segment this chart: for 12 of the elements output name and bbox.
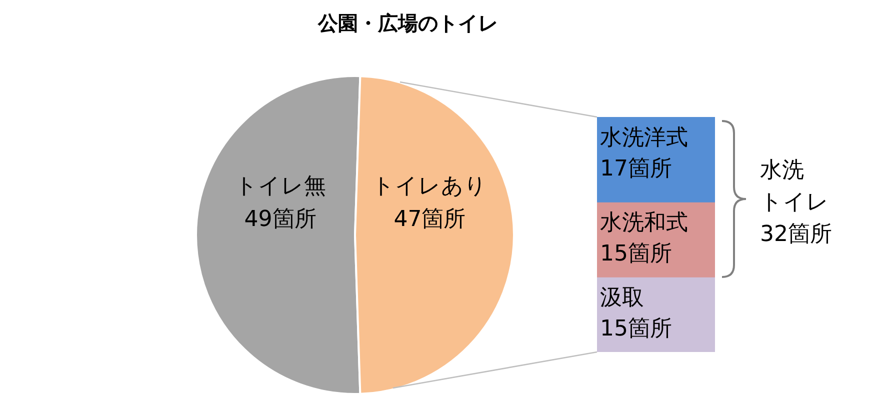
data-label: 15箇所 — [600, 242, 672, 267]
series-label: 水洗洋式 — [600, 126, 688, 151]
data-label: 49箇所 — [244, 207, 316, 232]
data-label: 17箇所 — [600, 156, 672, 182]
data-label: 15箇所 — [600, 316, 672, 342]
data-label: 47箇所 — [394, 207, 466, 232]
series-label: 汲取 — [600, 286, 644, 311]
text: 水洗トイレ32箇所 — [760, 157, 832, 249]
series-label: 水洗和式 — [600, 210, 688, 236]
slice-label: トイレあり — [372, 174, 488, 200]
slice-label: トイレ無 — [234, 174, 326, 200]
chart-title: 公園・広場のトイレ — [318, 10, 498, 37]
